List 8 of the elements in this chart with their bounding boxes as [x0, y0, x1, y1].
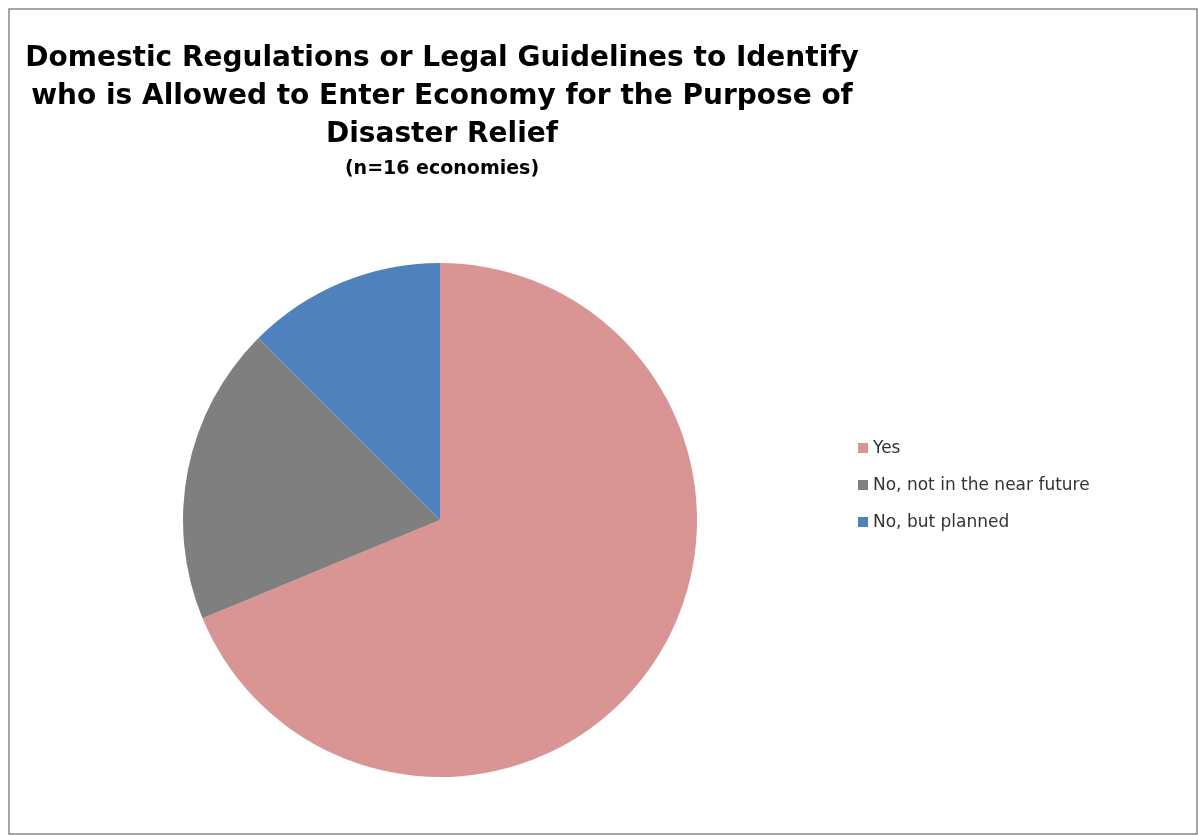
pie-slice	[183, 338, 440, 619]
legend-label: No, not in the near future	[873, 474, 1090, 494]
chart-subtitle: (n=16 economies)	[344, 156, 540, 178]
pie-slice	[202, 263, 697, 777]
legend-label: No, but planned	[873, 511, 1010, 531]
pie-slice	[258, 263, 440, 520]
legend-label: Yes	[872, 437, 901, 457]
chart-title: Domestic Regulations or Legal Guidelines to Identify who is Allowed to Enter Economy for the Purpose of Disaster Relief	[25, 40, 859, 149]
